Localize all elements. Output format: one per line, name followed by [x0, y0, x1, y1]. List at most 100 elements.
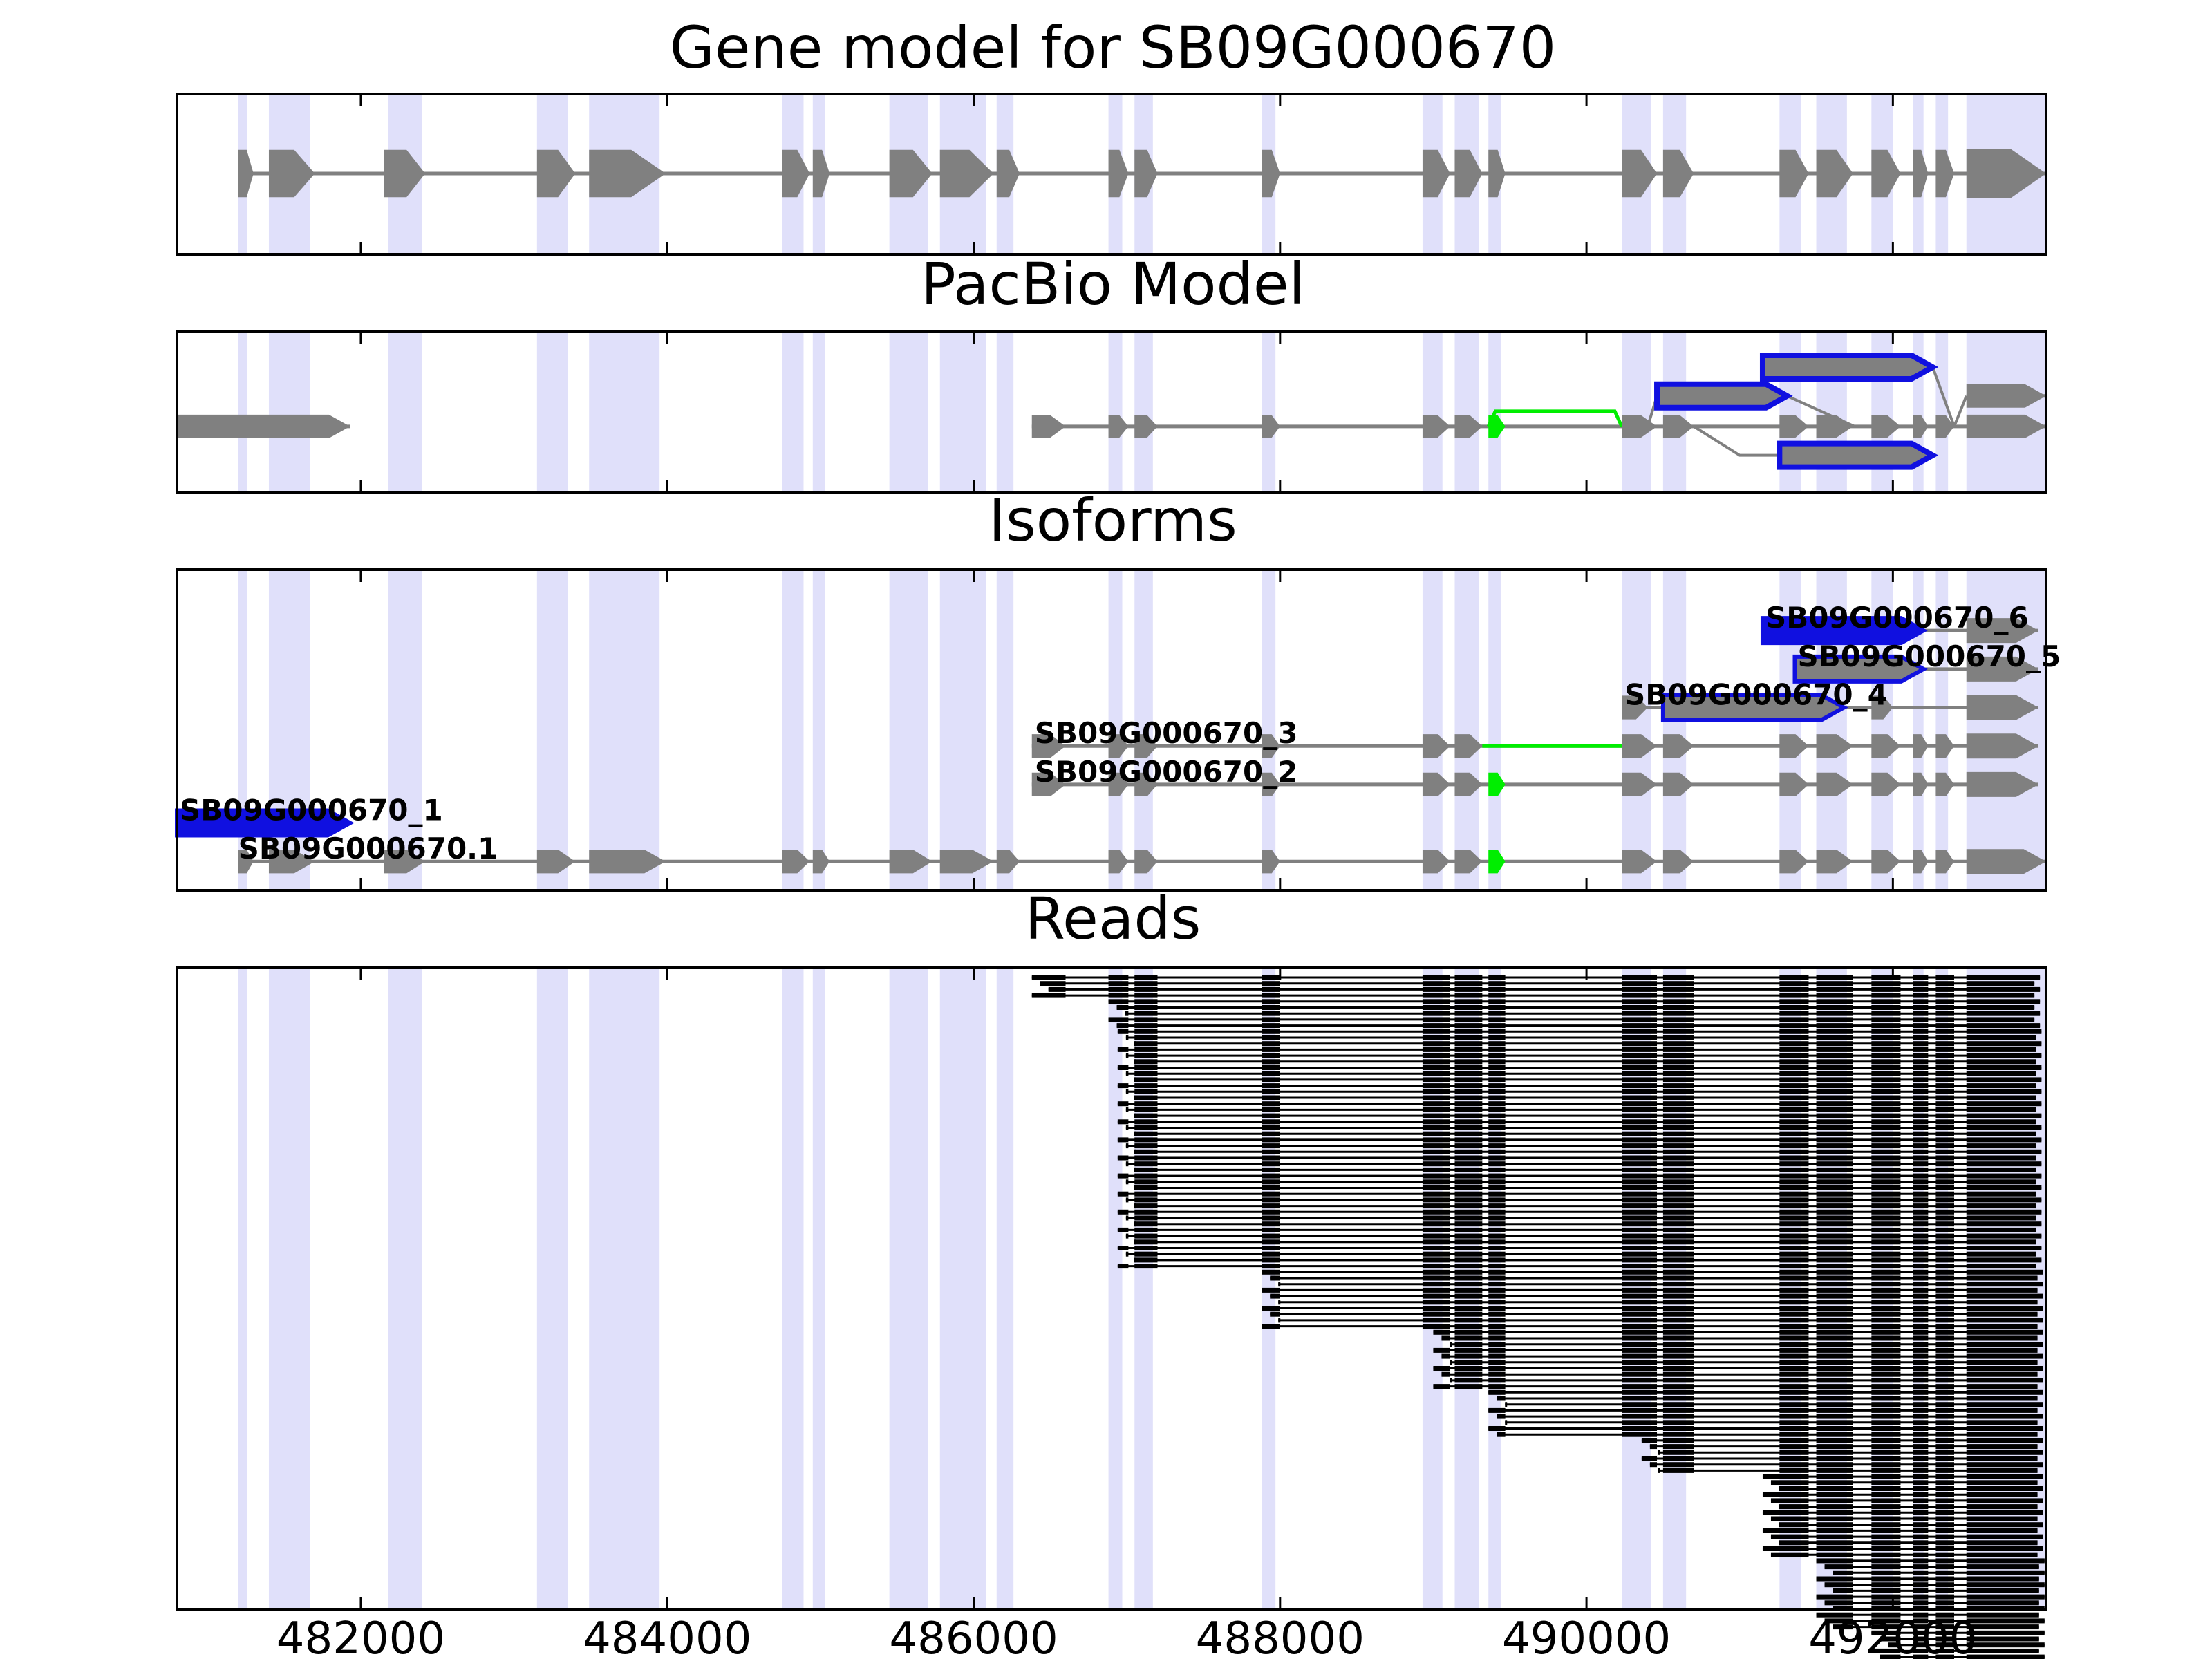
read-exon-block [1488, 1306, 1506, 1311]
read-exon-block [1278, 1300, 1281, 1305]
exon-block [1936, 415, 1955, 438]
read-exon-block [1779, 1095, 1809, 1100]
read-exon-block [1488, 1029, 1506, 1034]
exon-block [1871, 772, 1901, 796]
read-exon-block [1936, 1239, 1955, 1245]
read-exon-block [1871, 1546, 1901, 1551]
read-exon-block [1871, 1035, 1901, 1040]
read-exon-block [1488, 1215, 1506, 1221]
read-exon-block [1422, 1041, 1450, 1047]
isoform-label: SB09G000670_1 [180, 794, 443, 827]
read-exon-block [1488, 1287, 1506, 1293]
highlighted-isoform-region [1660, 693, 1848, 722]
read-exon-block [1262, 1101, 1280, 1107]
read-exon-block [1134, 1017, 1158, 1022]
read-exon-block [1454, 1329, 1483, 1335]
read-exon-block [1488, 1023, 1506, 1029]
read-exon-block [1816, 1029, 1853, 1034]
read-exon-block [1488, 1101, 1506, 1107]
read-exon-block [1108, 1017, 1129, 1022]
read-exon-block [1871, 1384, 1901, 1389]
read-exon-block [1488, 1071, 1506, 1076]
read-exon-block [1966, 1426, 2043, 1431]
read-exon-block [1913, 1269, 1929, 1275]
read-exon-block [1622, 1371, 1658, 1377]
read-exon-block [1134, 1131, 1158, 1136]
read-exon-block [1422, 1293, 1450, 1299]
panel-title-isoforms: Isoforms [988, 487, 1237, 554]
read-exon-block [1488, 1095, 1506, 1100]
exon-block [1108, 149, 1129, 198]
exon-shading-band [812, 570, 825, 890]
read-exon-block [1488, 993, 1506, 998]
read-exon-block [1936, 1624, 1955, 1630]
read-exon-block [1134, 1083, 1158, 1089]
exon-block [1134, 734, 1158, 758]
read-exon-block [1505, 1420, 1508, 1425]
read-exon-block [1134, 1065, 1158, 1070]
read-exon-block [1816, 1017, 1853, 1022]
exon-block [1622, 415, 1658, 438]
read-exon-block [1262, 1017, 1280, 1022]
exon-block [1454, 850, 1483, 874]
read-exon-block [1662, 1269, 1694, 1275]
read-exon-block [1936, 1528, 1955, 1533]
read-exon-block [1816, 1149, 1853, 1154]
read-exon-block [1871, 1246, 1901, 1250]
read-exon-block [1662, 1035, 1694, 1040]
read-exon-block [1966, 1185, 2042, 1190]
read-exon-block [1779, 1329, 1809, 1335]
read-exon-block [1966, 1197, 2042, 1203]
read-exon-block [1779, 1347, 1809, 1353]
read-exon-block [1871, 1233, 1901, 1239]
isoforms-panel: SB09G000670_6 SB09G000670_5 SB09G000670_4 S… [175, 568, 2061, 892]
read-exon-block [1622, 1402, 1658, 1407]
read-exon-block [1871, 1203, 1901, 1209]
read-exon-block [1913, 1546, 1929, 1551]
read-exon-block [1622, 1053, 1658, 1058]
read-exon-block [1966, 1540, 2038, 1546]
read-exon-block [1913, 1101, 1929, 1107]
read-exon-block [1816, 1233, 1853, 1239]
read-exon-block [1936, 1324, 1955, 1329]
read-exon-block [1117, 1173, 1129, 1179]
read-exon-block [1262, 1077, 1280, 1082]
read-exon-block [1488, 1329, 1506, 1335]
read-exon-block [1936, 1504, 1955, 1510]
exon-block [1031, 415, 1066, 438]
read-exon-block [1662, 1227, 1694, 1232]
read-exon-block [1662, 1396, 1694, 1401]
read-exon-block [1422, 1017, 1450, 1022]
read-exon-block [1824, 1582, 1853, 1588]
read-exon-block [1913, 1318, 1929, 1323]
read-exon-block [1125, 1035, 1129, 1040]
read-exon-block [1262, 1167, 1280, 1172]
read-exon-block [1913, 1438, 1929, 1443]
x-axis: 482000 484000 486000 488000 490000 492000 [276, 1613, 1978, 1659]
read-exon-block [1454, 1041, 1483, 1047]
read-exon-block [1936, 1221, 1955, 1227]
read-exon-block [1454, 1131, 1483, 1136]
read-exon-block [1762, 1474, 1809, 1479]
read-exon-block [1966, 993, 2035, 998]
read-exon-block [1662, 1462, 1694, 1468]
read-exon-block [1658, 1468, 1660, 1473]
exon-block [1031, 734, 1066, 758]
read-exon-block [1816, 1287, 1853, 1293]
read-exon-block [1125, 1197, 1129, 1203]
read-exon-block [1966, 1269, 2043, 1275]
read-exon-block [1816, 1462, 1853, 1468]
read-exon-block [1779, 1456, 1809, 1461]
exon-shading-band [1662, 570, 1687, 890]
read-exon-block [1422, 1209, 1450, 1215]
read-exon-block [1936, 1083, 1955, 1089]
read-exon-block [1871, 1389, 1901, 1395]
read-exon-block [1662, 1041, 1694, 1047]
read-exon-block [1913, 1209, 1929, 1215]
exon-shading-band [1913, 570, 1924, 890]
read-exon-block [1662, 1185, 1694, 1190]
read-exon-block [1125, 1107, 1129, 1112]
read-exon-block [1662, 986, 1694, 992]
read-exon-block [1913, 1371, 1929, 1377]
read-exon-block [1662, 1360, 1694, 1365]
